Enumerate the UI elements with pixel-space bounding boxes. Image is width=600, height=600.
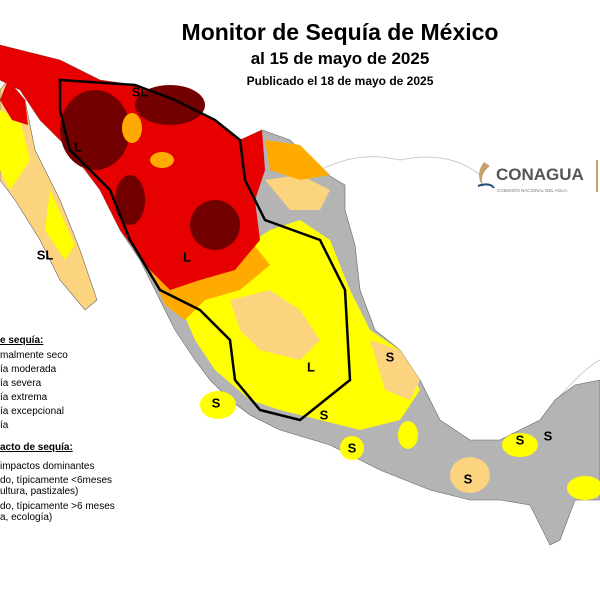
legend-item: malmente seco	[0, 350, 68, 361]
drought-d1	[370, 340, 420, 400]
map-label: SL	[37, 247, 54, 262]
drought-d0	[340, 436, 364, 460]
drought-d2	[265, 140, 330, 180]
impact-item: impactos dominantes	[0, 461, 95, 472]
title: Monitor de Sequía de México	[182, 19, 499, 45]
map-label: S	[544, 428, 553, 443]
legend-item: ía	[0, 420, 9, 431]
logo-name: CONAGUA	[496, 165, 584, 184]
drought-d0	[502, 433, 538, 457]
drought-d0	[0, 110, 30, 190]
drought-d1	[230, 290, 320, 360]
subtitle: al 15 de mayo de 2025	[251, 49, 430, 68]
impact-outline	[58, 78, 352, 422]
drought-d3	[0, 80, 28, 125]
published: Publicado el 18 de mayo de 2025	[247, 74, 434, 88]
drought-d4	[190, 200, 240, 250]
legend-item: ía extrema	[0, 392, 48, 403]
drought-d1	[265, 175, 330, 210]
map-label: S	[464, 471, 473, 486]
legend-item: ía excepcional	[0, 406, 64, 417]
drought-d0	[398, 421, 418, 449]
map-label: L	[74, 139, 82, 154]
drought-d1	[450, 457, 490, 493]
drought-d0	[45, 190, 75, 260]
drought-d2	[122, 113, 142, 143]
impact-title: acto de sequía:	[0, 442, 73, 453]
map-label: S	[212, 395, 221, 410]
logo-icon	[479, 162, 490, 188]
drought-d0	[567, 476, 600, 500]
map-label: S	[516, 432, 525, 447]
map-label: L	[307, 359, 315, 374]
drought-d2	[150, 152, 174, 168]
drought-d0	[200, 391, 236, 419]
logo-tagline: COMISIÓN NACIONAL DEL AGUA	[497, 187, 567, 193]
coast-hint	[319, 156, 481, 176]
legend-title: e sequía:	[0, 335, 43, 346]
map-label: S	[348, 440, 357, 455]
impact-item: do, típicamente >6 meses	[0, 501, 115, 512]
impact-item: do, típicamente <6meses	[0, 475, 112, 486]
map-label: S	[386, 349, 395, 364]
drought-d4	[135, 85, 205, 125]
logo-icon	[477, 183, 495, 189]
drought-d4	[60, 90, 130, 170]
legend-item: ía severa	[0, 378, 42, 389]
impact-item: a, ecología)	[0, 512, 52, 523]
map-label: SL	[132, 84, 149, 99]
impact-item: ultura, pastizales)	[0, 486, 78, 497]
map-label: L	[183, 249, 191, 264]
drought-d4	[115, 175, 145, 225]
legend-item: ía moderada	[0, 364, 57, 375]
map-label: S	[320, 407, 329, 422]
